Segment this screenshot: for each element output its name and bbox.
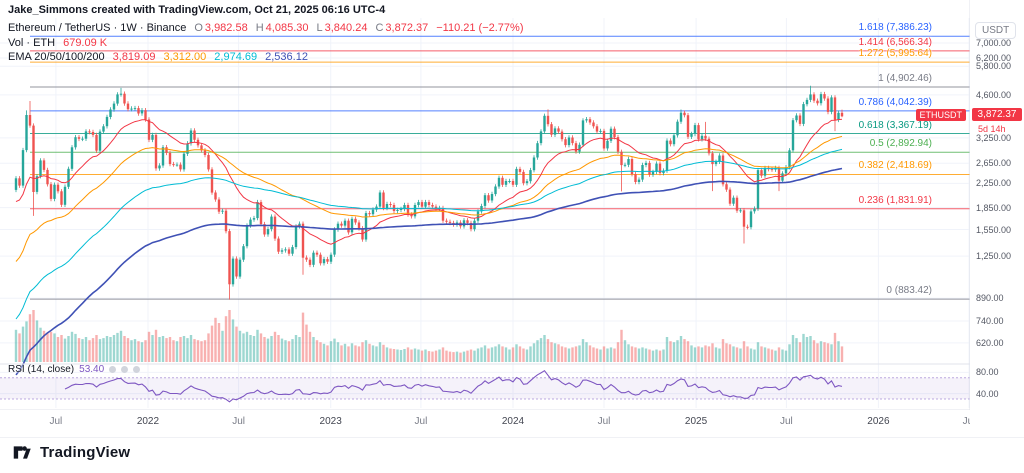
ema200-value: 2,536.12 <box>265 51 308 63</box>
price-axis-tick: 1,850.00 <box>976 202 1012 213</box>
price-axis-tick: 2,650.00 <box>976 158 1012 169</box>
ohlc-close: C 3,872.37 <box>375 22 429 34</box>
visibility-icon[interactable] <box>109 366 117 373</box>
price-axis-tick: 2,250.00 <box>976 178 1012 189</box>
rsi-value: 53.40 <box>79 364 105 375</box>
symbol-price-tag: ETHUSDT <box>915 109 966 122</box>
fib-level-label: 0 (883.42) <box>886 285 932 297</box>
time-axis-year-label: 2026 <box>867 416 890 427</box>
price-axis-tick: 3,250.00 <box>976 132 1012 143</box>
volume-legend-row: Vol · ETH 679.09 K <box>8 37 107 49</box>
fib-level-label: 0.236 (1,831.91) <box>858 194 932 206</box>
footer: TradingView <box>12 442 130 463</box>
rsi-label: RSI (14, close) <box>8 364 75 375</box>
settings-icon[interactable] <box>121 366 129 373</box>
price-axis-tick: 620.00 <box>976 337 1004 348</box>
symbol-title: Ethereum / TetherUS · 1W · Binance <box>8 22 187 34</box>
time-axis-month-label: Jul <box>779 416 793 427</box>
bar-countdown: 5d 14h <box>978 124 1006 135</box>
fib-level-label: 1.272 (5,995.64) <box>858 48 932 60</box>
rsi-axis-tick: 80.00 <box>976 367 999 378</box>
rsi-axis-tick: 40.00 <box>976 388 999 399</box>
volume-label: Vol · ETH <box>8 37 56 49</box>
currency-label[interactable]: USDT <box>975 22 1017 39</box>
time-axis-month-label: Jul <box>232 416 245 427</box>
fib-level-label: 1.618 (7,386.23) <box>858 22 932 34</box>
fib-level-label: 0.618 (3,367.19) <box>858 119 932 131</box>
time-axis-month-label: Jul <box>963 416 976 427</box>
ema-legend-row: EMA 20/50/100/200 3,819.09 3,312.00 2,97… <box>8 51 308 63</box>
time-axis-month-label: Jul <box>414 416 428 427</box>
price-axis-tick: 890.00 <box>976 293 1004 304</box>
ema50-value: 3,312.00 <box>163 51 207 63</box>
price-axis-tick: 6,200.00 <box>976 52 1012 63</box>
fib-level-label: 1.414 (6,566.34) <box>858 36 932 48</box>
tradingview-wordmark[interactable]: TradingView <box>40 444 131 461</box>
volume-value: 679.09 K <box>63 37 108 49</box>
rsi-legend-row: RSI (14, close) 53.40 <box>8 364 141 375</box>
tradingview-logo[interactable] <box>12 442 33 463</box>
symbol-legend-row: Ethereum / TetherUS · 1W · Binance O 3,98… <box>8 22 523 34</box>
price-axis-tick: 5,800.00 <box>976 61 1012 72</box>
price-axis-tick: 1,550.00 <box>976 224 1012 235</box>
more-options-icon[interactable] <box>133 366 141 373</box>
ohlc-low: L 3,840.24 <box>316 22 368 34</box>
attribution-text: Jake_Simmons created with TradingView.co… <box>8 4 386 16</box>
ema20-value: 3,819.09 <box>112 51 156 63</box>
price-axis-tick: 1,250.00 <box>976 251 1012 262</box>
time-axis-month-label: Jul <box>49 416 63 427</box>
ema100-value: 2,974.69 <box>214 51 258 63</box>
time-axis[interactable]: Jul 2022 Jul 2023 Jul 2024 Jul 2025 Jul 2026 Jul <box>0 410 975 437</box>
ema-label: EMA 20/50/100/200 <box>8 51 105 63</box>
fib-level-label: 0.5 (2,892.94) <box>869 138 932 150</box>
time-axis-year-label: 2022 <box>136 416 160 427</box>
fib-level-label: 0.786 (4,042.39) <box>858 96 932 108</box>
time-axis-year-label: 2024 <box>501 416 525 427</box>
price-axis-tick: 740.00 <box>976 316 1004 326</box>
last-price-badge: 3,872.37 <box>972 108 1022 122</box>
ohlc-high: H 4,085.30 <box>255 22 309 34</box>
price-axis-tick: 4,600.00 <box>976 89 1012 100</box>
price-axis[interactable]: USDT 3,872.37 5d 14h 7,000.00 6,200.00 5,8… <box>970 0 1024 437</box>
time-axis-year-label: 2023 <box>319 416 342 427</box>
price-axis-tick: 7,000.00 <box>976 37 1012 48</box>
time-axis-month-label: Jul <box>597 416 611 427</box>
time-axis-year-label: 2025 <box>684 416 708 427</box>
fib-level-label: 1 (4,902.46) <box>878 73 932 85</box>
ohlc-open: O 3,982.58 <box>194 22 248 34</box>
price-change: −110.21 (−2.77%) <box>436 22 524 34</box>
fib-level-label: 0.382 (2,418.69) <box>858 160 932 172</box>
